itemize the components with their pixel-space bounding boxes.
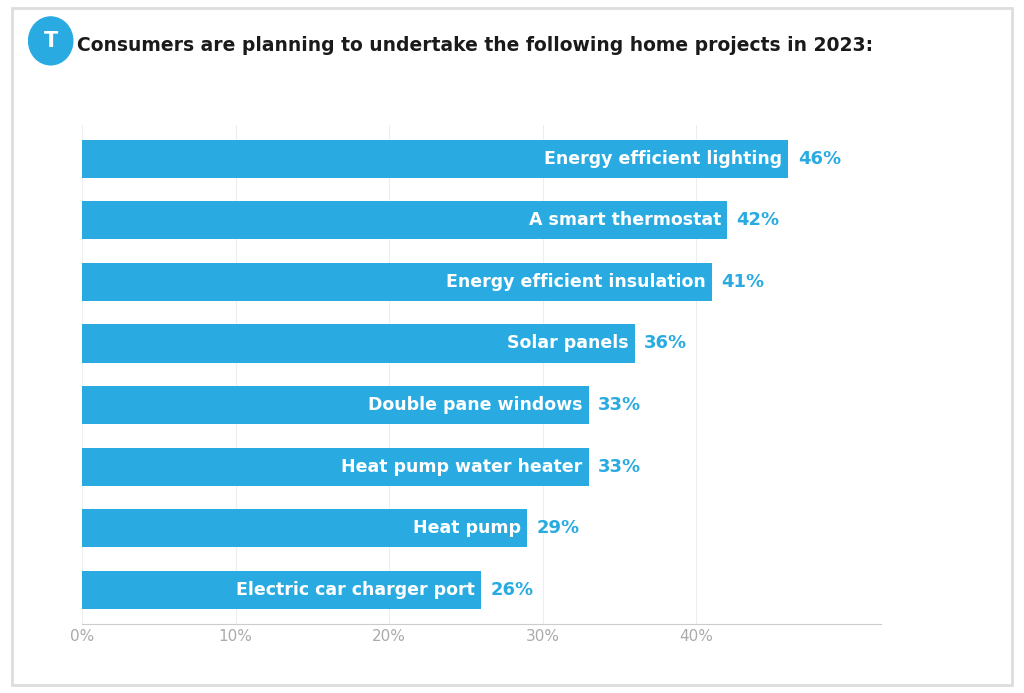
Text: 26%: 26% <box>490 581 534 599</box>
Text: 46%: 46% <box>798 150 841 168</box>
Circle shape <box>29 17 73 65</box>
Bar <box>82 324 635 362</box>
Text: 42%: 42% <box>736 211 779 229</box>
Text: 36%: 36% <box>644 335 687 353</box>
Text: Electric car charger port: Electric car charger port <box>237 581 475 599</box>
Text: A smart thermostat: A smart thermostat <box>528 211 721 229</box>
Text: 41%: 41% <box>721 273 764 291</box>
Text: 33%: 33% <box>598 457 641 475</box>
Text: Energy efficient insulation: Energy efficient insulation <box>445 273 706 291</box>
Bar <box>82 386 589 424</box>
Bar <box>82 571 481 609</box>
Text: T: T <box>44 31 57 51</box>
Bar <box>82 448 589 486</box>
Text: Heat pump water heater: Heat pump water heater <box>341 457 583 475</box>
Text: Solar panels: Solar panels <box>507 335 629 353</box>
Text: Heat pump: Heat pump <box>414 519 521 537</box>
Bar <box>82 509 527 547</box>
Text: Double pane windows: Double pane windows <box>369 396 583 414</box>
Bar <box>82 263 712 301</box>
Text: Energy efficient lighting: Energy efficient lighting <box>544 150 782 168</box>
Text: 29%: 29% <box>537 519 580 537</box>
Text: Consumers are planning to undertake the following home projects in 2023:: Consumers are planning to undertake the … <box>77 35 872 55</box>
Bar <box>82 201 727 239</box>
Text: 33%: 33% <box>598 396 641 414</box>
Bar <box>82 139 788 177</box>
